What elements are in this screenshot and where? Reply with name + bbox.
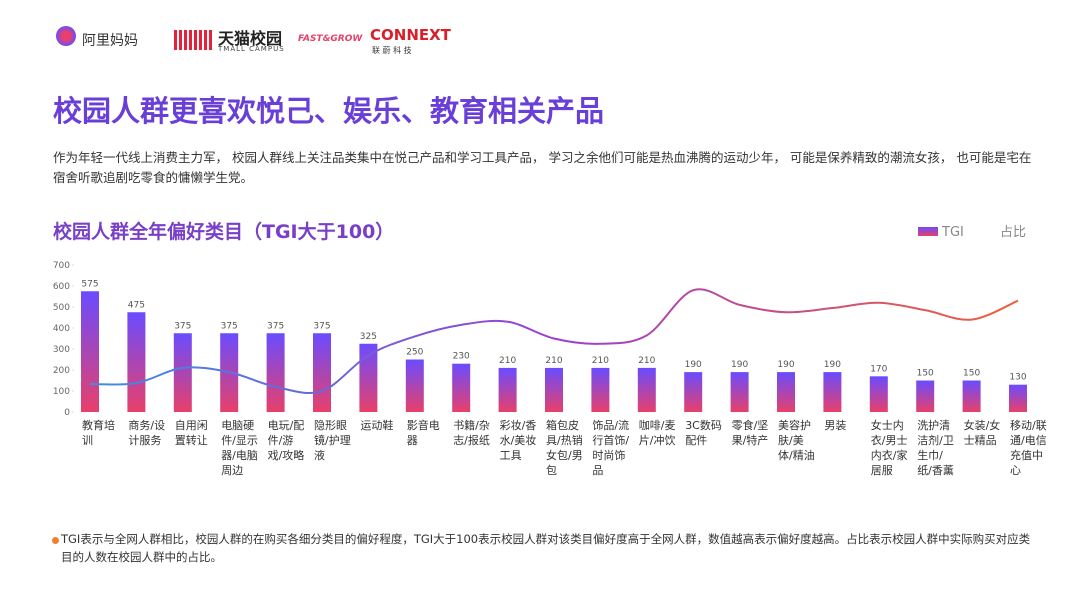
value-label: 150 (963, 369, 980, 379)
logo: CONNEXT (370, 26, 451, 44)
value-label: 170 (870, 364, 887, 374)
y-tick-label: 100 (53, 387, 70, 397)
x-tick-label: 教育培训 (82, 419, 115, 447)
x-tick-label: 美容护肤/美体/精油 (778, 419, 815, 462)
value-label: 190 (685, 360, 702, 370)
x-tick-label: 零食/坚果/特产 (731, 419, 769, 447)
bar (498, 367, 517, 412)
x-tick-label: 电脑硬件/显示器/电脑周边 (221, 419, 258, 477)
bar (684, 372, 703, 412)
value-label: 475 (128, 300, 145, 310)
value-label: 190 (777, 360, 794, 370)
legend-label: 占比 (1000, 225, 1026, 240)
x-tick-label: 彩妆/香水/美妆工具 (499, 419, 537, 462)
bar (81, 291, 99, 412)
value-label: 210 (499, 356, 516, 366)
bar (173, 333, 192, 412)
y-tick-label: 700 (53, 261, 70, 271)
y-tick-label: 0 (64, 408, 70, 418)
x-tick-label: 咖啡/麦片/冲饮 (638, 419, 676, 447)
bar (777, 372, 795, 412)
bar (405, 359, 424, 412)
value-label: 210 (545, 356, 562, 366)
bar (1009, 384, 1027, 412)
bullet (52, 537, 59, 544)
bar (869, 376, 888, 412)
bar (730, 372, 749, 412)
x-tick-label: 书籍/杂志/报纸 (453, 419, 490, 447)
bar (452, 363, 471, 412)
page-title: 校园人群更喜欢悦己、娱乐、教育相关产品 (53, 94, 605, 128)
value-label: 230 (453, 352, 470, 362)
x-tick-label: 箱包皮具/热销女包/男包 (546, 419, 583, 477)
description: 作为年轻一代线上消费主力军， 校园人群线上关注品类集中在悦己产品和学习工具产品，… (53, 150, 1032, 185)
x-tick-label: 自用闲置转让 (174, 419, 208, 447)
logo-icon (174, 30, 212, 50)
bar (962, 380, 981, 412)
value-label: 325 (360, 332, 377, 342)
x-tick-label: 影音电器 (406, 419, 440, 447)
x-tick-label: 男装 (824, 419, 847, 432)
bar (127, 312, 146, 412)
logo-icon (56, 26, 76, 46)
logo: 联 蔚 科 技 (372, 46, 412, 55)
line (89, 288, 1019, 395)
x-tick-label: 洗护清洁剂/卫生巾/纸/香薰 (917, 419, 954, 477)
x-tick-label: 商务/设计服务 (128, 419, 166, 447)
bar (591, 367, 610, 412)
value-label: 190 (731, 360, 748, 370)
value-label: 575 (81, 279, 98, 289)
value-label: 190 (824, 360, 841, 370)
value-label: 375 (313, 321, 330, 331)
logo: TMALL CAMPUS (218, 45, 285, 53)
bar (359, 343, 378, 412)
x-tick-label: 饰品/流行首饰/时尚饰品 (592, 419, 630, 477)
logo: 天猫校园 (218, 29, 283, 48)
bar (545, 367, 563, 412)
x-tick-label: 电玩/配件/游戏/攻略 (267, 419, 305, 462)
y-tick-label: 400 (53, 324, 70, 334)
y-tick-label: 200 (53, 366, 70, 376)
y-tick-label: 500 (53, 303, 70, 313)
x-tick-label: 运动鞋 (360, 419, 394, 432)
x-tick-label: 女装/女士精品 (963, 419, 1001, 447)
value-label: 130 (1009, 373, 1026, 383)
value-label: 210 (592, 356, 609, 366)
x-tick-label: 隐形眼镜/护理液 (314, 419, 351, 462)
x-tick-label: 3C数码配件 (685, 419, 722, 447)
value-label: 375 (221, 321, 238, 331)
logo: FAST&GROW (298, 34, 363, 44)
chart-title: 校园人群全年偏好类目（TGI大于100） (53, 221, 395, 243)
value-label: 375 (267, 321, 284, 331)
value-label: 210 (638, 356, 655, 366)
x-tick-label: 女士内衣/男士内衣/家居服 (870, 419, 908, 477)
bar (823, 372, 842, 412)
logo: 阿里妈妈 (82, 33, 138, 49)
x-tick-label: 移动/联通/电信充值中心 (1010, 419, 1047, 477)
bar (313, 333, 331, 412)
bar (637, 367, 656, 412)
bar (916, 380, 935, 412)
value-label: 150 (917, 369, 934, 379)
y-tick-label: 300 (53, 345, 70, 355)
bar (266, 333, 285, 412)
legend-label: TGI (941, 225, 964, 240)
legend-swatch (918, 227, 938, 236)
footnote: TGI表示与全网人群相比，校园人群的在购买各细分类目的偏好程度，TGI大于100… (61, 532, 1031, 564)
value-label: 250 (406, 348, 423, 358)
y-tick-label: 600 (53, 282, 70, 292)
value-label: 375 (174, 321, 191, 331)
